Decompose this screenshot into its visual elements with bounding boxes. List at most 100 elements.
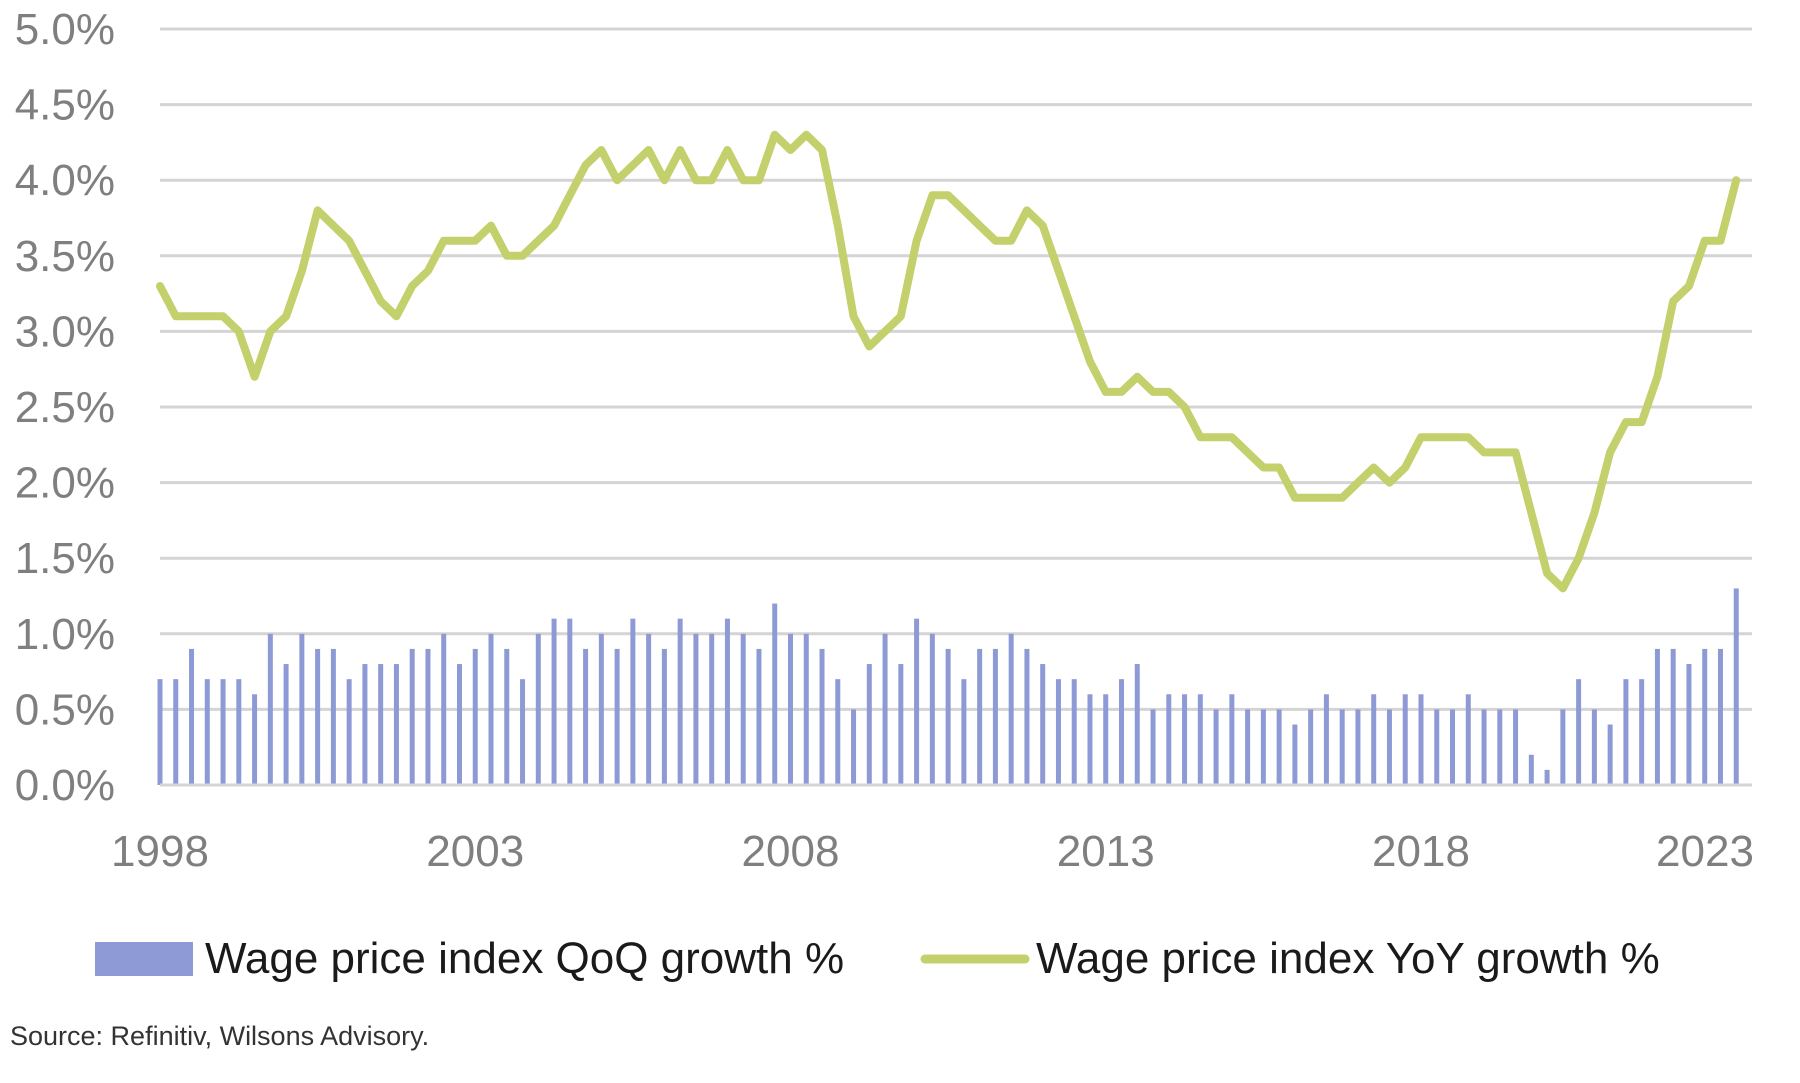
qoq-bar xyxy=(1434,709,1440,785)
qoq-bar xyxy=(456,664,462,785)
qoq-bar xyxy=(1308,709,1314,785)
qoq-bar xyxy=(425,648,431,785)
y-tick-label: 2.0% xyxy=(15,459,115,508)
qoq-bar xyxy=(315,648,321,785)
qoq-bar xyxy=(189,648,195,785)
qoq-bar xyxy=(819,648,825,785)
y-tick-label: 1.0% xyxy=(15,610,115,659)
y-tick-label: 3.0% xyxy=(15,307,115,356)
y-tick-label: 2.5% xyxy=(15,383,115,432)
qoq-bar xyxy=(346,679,352,785)
qoq-bar xyxy=(772,603,778,785)
qoq-bar xyxy=(1008,633,1014,785)
qoq-bar xyxy=(1245,709,1251,785)
qoq-bar xyxy=(724,618,730,785)
qoq-bar xyxy=(1544,769,1550,785)
qoq-bar xyxy=(1229,694,1235,785)
qoq-bar xyxy=(977,648,983,785)
qoq-bar xyxy=(1134,664,1140,785)
qoq-bar xyxy=(835,679,841,785)
qoq-bar xyxy=(1733,588,1739,785)
legend: Wage price index QoQ growth % Wage price… xyxy=(95,934,1660,983)
qoq-bar xyxy=(1513,709,1519,785)
qoq-bar xyxy=(1040,664,1046,785)
qoq-bar xyxy=(1071,679,1077,785)
x-tick-label: 2023 xyxy=(1656,827,1754,876)
qoq-bar xyxy=(472,648,478,785)
qoq-bar xyxy=(898,664,904,785)
qoq-bar xyxy=(1323,694,1329,785)
legend-swatch-qoq xyxy=(95,942,193,976)
qoq-bar xyxy=(1465,694,1471,785)
qoq-bar xyxy=(1166,694,1172,785)
qoq-bar xyxy=(583,648,589,785)
qoq-bar xyxy=(756,648,762,785)
y-tick-label: 0.0% xyxy=(15,761,115,810)
qoq-bar xyxy=(1292,724,1298,785)
qoq-bar xyxy=(803,633,809,785)
qoq-bar xyxy=(535,633,541,785)
qoq-bar xyxy=(204,679,210,785)
qoq-bar xyxy=(504,648,510,785)
x-tick-label: 1998 xyxy=(111,827,209,876)
qoq-bar xyxy=(1024,648,1030,785)
qoq-bar xyxy=(378,664,384,785)
qoq-bar xyxy=(1607,724,1613,785)
qoq-bar xyxy=(1182,694,1188,785)
y-tick-label: 5.0% xyxy=(15,5,115,54)
x-axis-tick-labels: 1998 2003 2008 2013 2018 2023 xyxy=(111,827,1754,876)
qoq-bar xyxy=(567,618,573,785)
qoq-bar xyxy=(677,618,683,785)
qoq-bar xyxy=(441,633,447,785)
y-tick-label: 3.5% xyxy=(15,232,115,281)
qoq-bar xyxy=(630,618,636,785)
gridlines xyxy=(160,27,1752,711)
qoq-bar xyxy=(1371,694,1377,785)
qoq-bar xyxy=(1623,679,1629,785)
yoy-line-series xyxy=(156,130,1741,593)
qoq-bar xyxy=(409,648,415,785)
qoq-bar xyxy=(787,633,793,785)
qoq-bar xyxy=(1717,648,1723,785)
qoq-bar xyxy=(1055,679,1061,785)
y-tick-label: 1.5% xyxy=(15,534,115,583)
source-note: Source: Refinitiv, Wilsons Advisory. xyxy=(10,1021,429,1051)
qoq-bar xyxy=(945,648,951,785)
qoq-bar xyxy=(1197,694,1203,785)
qoq-bar xyxy=(267,633,273,785)
qoq-bar xyxy=(1702,648,1708,785)
qoq-bar xyxy=(961,679,967,785)
qoq-bar xyxy=(646,633,652,785)
qoq-bar xyxy=(252,694,258,785)
legend-label-yoy: Wage price index YoY growth % xyxy=(1036,934,1660,983)
qoq-bar xyxy=(661,648,667,785)
qoq-bar xyxy=(866,664,872,785)
qoq-bar xyxy=(1686,664,1692,785)
y-tick-label: 4.5% xyxy=(15,81,115,130)
qoq-bar xyxy=(1260,709,1266,785)
qoq-bar xyxy=(173,679,179,785)
qoq-bar xyxy=(1213,709,1219,785)
qoq-bar xyxy=(362,664,368,785)
qoq-bars xyxy=(157,588,1739,785)
qoq-bar xyxy=(520,679,526,785)
qoq-bar xyxy=(1119,679,1125,785)
qoq-bar xyxy=(1150,709,1156,785)
x-tick-label: 2013 xyxy=(1057,827,1155,876)
qoq-bar xyxy=(1087,694,1093,785)
qoq-bar xyxy=(1355,709,1361,785)
x-tick-label: 2018 xyxy=(1372,827,1470,876)
qoq-bar xyxy=(1450,709,1456,785)
qoq-bar xyxy=(598,633,604,785)
qoq-bar xyxy=(882,633,888,785)
qoq-bar xyxy=(1591,709,1597,785)
qoq-bar xyxy=(1103,694,1109,785)
qoq-bar xyxy=(236,679,242,785)
qoq-bar xyxy=(1639,679,1645,785)
qoq-bar xyxy=(1418,694,1424,785)
qoq-bar xyxy=(1276,709,1282,785)
legend-label-qoq: Wage price index QoQ growth % xyxy=(205,934,844,983)
qoq-bar xyxy=(614,648,620,785)
y-tick-label: 4.0% xyxy=(15,156,115,205)
qoq-bar xyxy=(299,633,305,785)
